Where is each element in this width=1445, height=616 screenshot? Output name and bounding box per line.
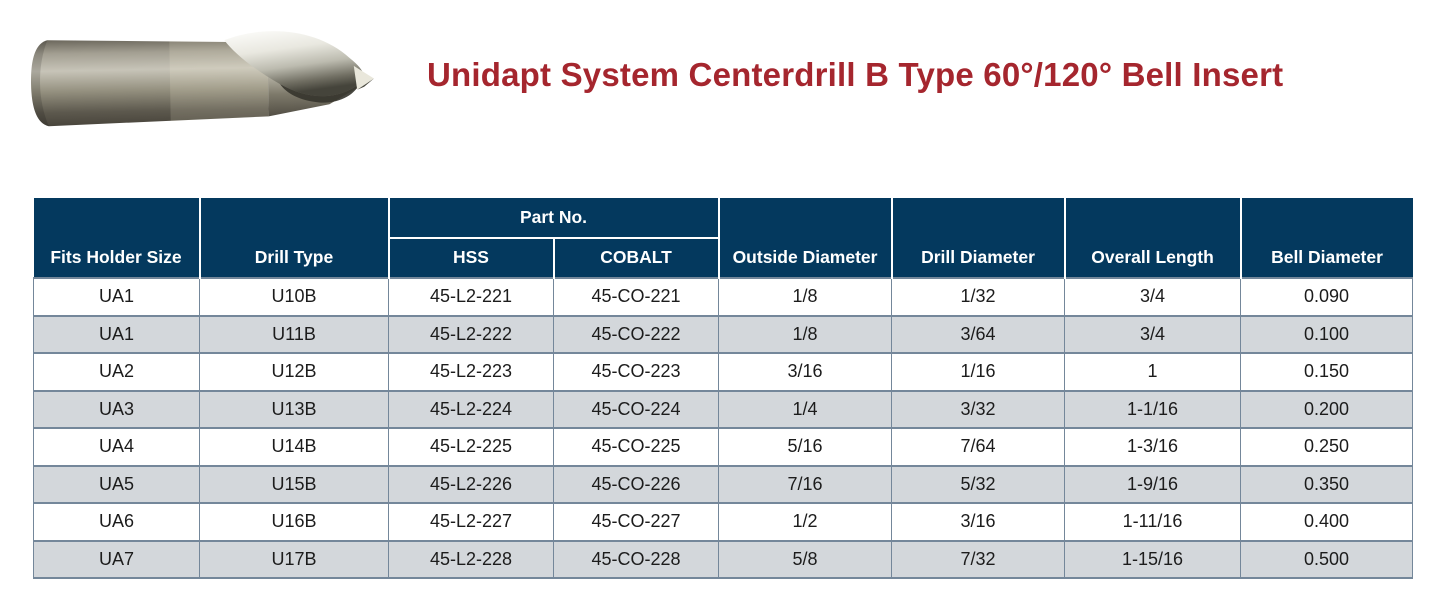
table-cell: U10B (199, 277, 389, 317)
table-cell: 3/16 (891, 502, 1066, 542)
table-cell: 1-11/16 (1064, 502, 1242, 542)
table-cell: UA3 (33, 389, 200, 429)
table-cell: 3/16 (718, 352, 893, 392)
table-cell: UA6 (33, 502, 200, 542)
table-cell: 45-CO-222 (552, 314, 720, 354)
table-cell: UA4 (33, 427, 200, 467)
table-cell: 1-9/16 (1064, 464, 1242, 504)
table-cell: 0.350 (1240, 464, 1414, 504)
table-row: UA2 U12B 45-L2-223 45-CO-223 3/16 1/16 1 0.150 (33, 352, 1414, 392)
spec-table: Fits Holder Size Drill Type Part No. Out… (33, 198, 1414, 579)
table-cell: 1/8 (718, 277, 893, 317)
table-cell: U11B (199, 314, 389, 354)
table-cell: U17B (199, 539, 389, 579)
table-cell: 1-1/16 (1064, 389, 1242, 429)
table-cell: 1/16 (891, 352, 1066, 392)
spec-table-body: UA1 U10B 45-L2-221 45-CO-221 1/8 1/32 3/4 0.090… (33, 277, 1414, 579)
table-cell: 5/16 (718, 427, 893, 467)
col-header-cobalt: COBALT (552, 238, 720, 278)
table-cell: 0.500 (1240, 539, 1414, 579)
table-cell: UA1 (33, 314, 200, 354)
table-cell: 45-L2-222 (388, 314, 554, 354)
table-cell: 1-3/16 (1064, 427, 1242, 467)
table-cell: 7/32 (891, 539, 1066, 579)
table-cell: 1 (1064, 352, 1242, 392)
col-header-hss: HSS (387, 238, 555, 278)
table-cell: 7/64 (891, 427, 1066, 467)
table-row: UA4 U14B 45-L2-225 45-CO-225 5/16 7/64 1-3/16 0… (33, 427, 1414, 467)
table-cell: 0.200 (1240, 389, 1414, 429)
table-cell: 45-CO-223 (552, 352, 720, 392)
table-row: UA1 U11B 45-L2-222 45-CO-222 1/8 3/64 3/4 0.100 (33, 314, 1414, 354)
table-cell: U16B (199, 502, 389, 542)
table-cell: 0.090 (1240, 277, 1414, 317)
table-cell: 3/64 (891, 314, 1066, 354)
spec-table-container: Fits Holder Size Drill Type Part No. Out… (33, 198, 1414, 579)
table-cell: 0.250 (1240, 427, 1414, 467)
col-header-overall-length: Overall Length (1063, 198, 1242, 278)
table-cell: 0.100 (1240, 314, 1414, 354)
table-cell: 7/16 (718, 464, 893, 504)
col-header-drill-diameter: Drill Diameter (890, 198, 1066, 278)
table-cell: 45-L2-225 (388, 427, 554, 467)
table-cell: 45-CO-225 (552, 427, 720, 467)
table-cell: 1/4 (718, 389, 893, 429)
table-cell: 45-CO-226 (552, 464, 720, 504)
table-cell: UA7 (33, 539, 200, 579)
centerdrill-bit-illustration (31, 31, 374, 127)
table-cell: 45-L2-228 (388, 539, 554, 579)
table-cell: 5/8 (718, 539, 893, 579)
table-row: UA1 U10B 45-L2-221 45-CO-221 1/8 1/32 3/4 0.090 (33, 277, 1414, 317)
table-cell: U12B (199, 352, 389, 392)
centerdrill-bit-photo (28, 22, 378, 140)
table-cell: 45-CO-224 (552, 389, 720, 429)
table-cell: 45-L2-221 (388, 277, 554, 317)
table-cell: 45-CO-221 (552, 277, 720, 317)
table-cell: 45-L2-226 (388, 464, 554, 504)
table-cell: 45-L2-224 (388, 389, 554, 429)
col-header-outside-diameter: Outside Diameter (717, 198, 893, 278)
table-cell: 45-CO-227 (552, 502, 720, 542)
table-cell: 0.400 (1240, 502, 1414, 542)
table-cell: UA1 (33, 277, 200, 317)
table-cell: 1/32 (891, 277, 1066, 317)
table-cell: 3/32 (891, 389, 1066, 429)
table-cell: 45-L2-223 (388, 352, 554, 392)
table-cell: UA2 (33, 352, 200, 392)
table-cell: 3/4 (1064, 314, 1242, 354)
col-header-drill-type: Drill Type (198, 198, 390, 278)
table-cell: 5/32 (891, 464, 1066, 504)
table-cell: 1/8 (718, 314, 893, 354)
table-cell: U15B (199, 464, 389, 504)
table-cell: 1-15/16 (1064, 539, 1242, 579)
table-cell: 3/4 (1064, 277, 1242, 317)
table-cell: 45-CO-228 (552, 539, 720, 579)
table-cell: U14B (199, 427, 389, 467)
col-header-bell-diameter: Bell Diameter (1239, 198, 1413, 278)
table-cell: U13B (199, 389, 389, 429)
table-cell: UA5 (33, 464, 200, 504)
table-cell: 45-L2-227 (388, 502, 554, 542)
table-cell: 0.150 (1240, 352, 1414, 392)
spec-table-header: Fits Holder Size Drill Type Part No. Out… (33, 198, 1413, 278)
page-title: Unidapt System Centerdrill B Type 60°/12… (427, 56, 1284, 93)
table-row: UA3 U13B 45-L2-224 45-CO-224 1/4 3/32 1-1/16 0.… (33, 389, 1414, 429)
table-row: UA7 U17B 45-L2-228 45-CO-228 5/8 7/32 1-15/16 0… (33, 539, 1414, 579)
table-row: UA6 U16B 45-L2-227 45-CO-227 1/2 3/16 1-11/16 0… (33, 502, 1414, 542)
col-group-header-part-no: Part No. (387, 198, 720, 239)
col-header-fits-holder-size: Fits Holder Size (33, 198, 201, 278)
table-row: UA5 U15B 45-L2-226 45-CO-226 7/16 5/32 1-9/16 0… (33, 464, 1414, 504)
table-cell: 1/2 (718, 502, 893, 542)
